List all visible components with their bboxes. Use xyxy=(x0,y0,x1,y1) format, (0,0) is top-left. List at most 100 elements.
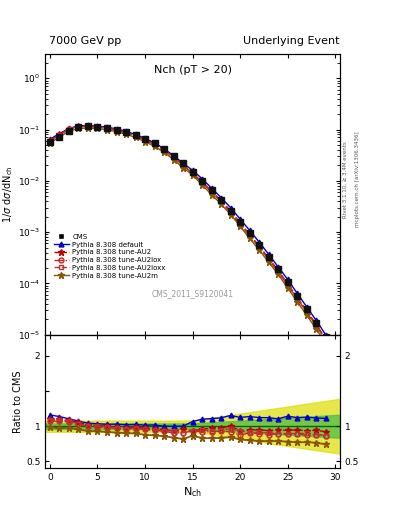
Pythia 8.308 tune-AU2lox xyxy=(105,125,109,131)
Pythia 8.308 tune-AU2loxx xyxy=(295,295,299,302)
Pythia 8.308 tune-AU2lox xyxy=(219,199,224,205)
Pythia 8.308 tune-AU2loxx xyxy=(323,337,328,344)
Pythia 8.308 tune-AU2m xyxy=(143,139,147,145)
Pythia 8.308 tune-AU2loxx xyxy=(200,179,204,185)
Pythia 8.308 default xyxy=(285,276,290,283)
Pythia 8.308 default xyxy=(247,227,252,233)
Pythia 8.308 tune-AU2loxx xyxy=(114,127,119,133)
Pythia 8.308 tune-AU2loxx xyxy=(257,244,261,250)
Pythia 8.308 tune-AU2loxx xyxy=(76,123,81,130)
Pythia 8.308 tune-AU2 xyxy=(285,281,290,287)
Pythia 8.308 default xyxy=(200,176,204,182)
Pythia 8.308 tune-AU2m xyxy=(124,131,129,137)
Pythia 8.308 default xyxy=(266,251,271,258)
Pythia 8.308 tune-AU2lox xyxy=(48,138,52,144)
Pythia 8.308 tune-AU2 xyxy=(200,179,204,185)
Pythia 8.308 tune-AU2lox xyxy=(57,132,62,138)
Line: Pythia 8.308 default: Pythia 8.308 default xyxy=(48,123,328,337)
Pythia 8.308 tune-AU2m xyxy=(266,259,271,265)
Pythia 8.308 tune-AU2lox xyxy=(95,124,100,130)
Pythia 8.308 tune-AU2m xyxy=(152,143,157,150)
Pythia 8.308 tune-AU2m xyxy=(228,211,233,218)
Pythia 8.308 tune-AU2 xyxy=(114,126,119,133)
Pythia 8.308 tune-AU2m xyxy=(133,134,138,140)
Pythia 8.308 tune-AU2lox xyxy=(76,124,81,130)
Pythia 8.308 tune-AU2lox xyxy=(171,155,176,161)
Pythia 8.308 tune-AU2 xyxy=(162,147,166,153)
Pythia 8.308 default xyxy=(304,304,309,310)
Pythia 8.308 tune-AU2lox xyxy=(323,337,328,344)
Pythia 8.308 default xyxy=(66,125,71,132)
Pythia 8.308 tune-AU2loxx xyxy=(266,256,271,262)
Pythia 8.308 tune-AU2 xyxy=(66,126,71,132)
Pythia 8.308 default xyxy=(276,264,281,270)
Pythia 8.308 tune-AU2m xyxy=(171,157,176,163)
Pythia 8.308 default xyxy=(114,126,119,132)
Pythia 8.308 default xyxy=(171,153,176,159)
Pythia 8.308 tune-AU2m xyxy=(66,128,71,134)
Text: Rivet 3.1.10, ≥ 3.4M events: Rivet 3.1.10, ≥ 3.4M events xyxy=(343,141,347,218)
Text: mcplots.cern.ch [arXiv:1306.3436]: mcplots.cern.ch [arXiv:1306.3436] xyxy=(355,132,360,227)
Pythia 8.308 tune-AU2m xyxy=(285,285,290,291)
Pythia 8.308 default xyxy=(105,124,109,130)
Pythia 8.308 default xyxy=(86,122,90,129)
Pythia 8.308 tune-AU2 xyxy=(57,132,62,138)
Pythia 8.308 default xyxy=(181,160,185,166)
Pythia 8.308 tune-AU2m xyxy=(86,125,90,131)
Pythia 8.308 tune-AU2loxx xyxy=(86,123,90,130)
Pythia 8.308 tune-AU2lox xyxy=(295,295,299,302)
Text: 7000 GeV pp: 7000 GeV pp xyxy=(49,36,121,46)
Pythia 8.308 tune-AU2 xyxy=(133,132,138,138)
Pythia 8.308 tune-AU2loxx xyxy=(133,133,138,139)
Pythia 8.308 default xyxy=(133,132,138,138)
Pythia 8.308 tune-AU2 xyxy=(276,267,281,273)
Pythia 8.308 tune-AU2loxx xyxy=(66,126,71,132)
Pythia 8.308 tune-AU2 xyxy=(95,123,100,130)
Pythia 8.308 tune-AU2m xyxy=(57,134,62,140)
Pythia 8.308 tune-AU2m xyxy=(304,312,309,318)
Pythia 8.308 tune-AU2 xyxy=(314,321,319,327)
Pythia 8.308 tune-AU2lox xyxy=(200,180,204,186)
Pythia 8.308 default xyxy=(143,135,147,141)
Pythia 8.308 tune-AU2 xyxy=(124,130,129,136)
Pythia 8.308 tune-AU2m xyxy=(162,149,166,155)
Pythia 8.308 default xyxy=(76,123,81,129)
Line: Pythia 8.308 tune-AU2loxx: Pythia 8.308 tune-AU2loxx xyxy=(48,124,328,343)
Pythia 8.308 tune-AU2lox xyxy=(114,127,119,133)
Pythia 8.308 tune-AU2lox xyxy=(66,126,71,133)
Line: Pythia 8.308 tune-AU2m: Pythia 8.308 tune-AU2m xyxy=(47,125,329,347)
Pythia 8.308 tune-AU2lox xyxy=(143,137,147,143)
Pythia 8.308 tune-AU2 xyxy=(171,154,176,160)
Pythia 8.308 default xyxy=(209,185,214,191)
X-axis label: N$_{\sf ch}$: N$_{\sf ch}$ xyxy=(183,485,202,499)
Pythia 8.308 default xyxy=(228,205,233,211)
Pythia 8.308 tune-AU2 xyxy=(238,220,242,226)
Pythia 8.308 default xyxy=(95,123,100,129)
Pythia 8.308 tune-AU2loxx xyxy=(95,124,100,130)
Pythia 8.308 tune-AU2loxx xyxy=(219,198,224,204)
Pythia 8.308 tune-AU2m xyxy=(247,235,252,241)
Pythia 8.308 tune-AU2loxx xyxy=(238,220,242,226)
Pythia 8.308 tune-AU2 xyxy=(209,188,214,194)
Pythia 8.308 tune-AU2loxx xyxy=(304,309,309,315)
Pythia 8.308 tune-AU2 xyxy=(181,161,185,167)
Pythia 8.308 tune-AU2 xyxy=(304,308,309,314)
Pythia 8.308 tune-AU2loxx xyxy=(162,147,166,154)
Pythia 8.308 default xyxy=(48,136,52,142)
Pythia 8.308 tune-AU2lox xyxy=(209,189,214,195)
Pythia 8.308 tune-AU2m xyxy=(181,165,185,171)
Pythia 8.308 default xyxy=(190,167,195,174)
Pythia 8.308 tune-AU2 xyxy=(76,123,81,130)
Pythia 8.308 tune-AU2m xyxy=(95,125,100,132)
Pythia 8.308 tune-AU2loxx xyxy=(276,268,281,274)
Pythia 8.308 tune-AU2 xyxy=(48,137,52,143)
Pythia 8.308 tune-AU2lox xyxy=(162,147,166,154)
Pythia 8.308 tune-AU2loxx xyxy=(209,189,214,195)
Pythia 8.308 tune-AU2loxx xyxy=(48,137,52,143)
Pythia 8.308 tune-AU2 xyxy=(86,123,90,129)
Pythia 8.308 tune-AU2loxx xyxy=(228,208,233,215)
Pythia 8.308 tune-AU2lox xyxy=(228,209,233,216)
Pythia 8.308 default xyxy=(314,317,319,324)
Pythia 8.308 tune-AU2lox xyxy=(86,123,90,130)
Pythia 8.308 tune-AU2loxx xyxy=(143,137,147,143)
